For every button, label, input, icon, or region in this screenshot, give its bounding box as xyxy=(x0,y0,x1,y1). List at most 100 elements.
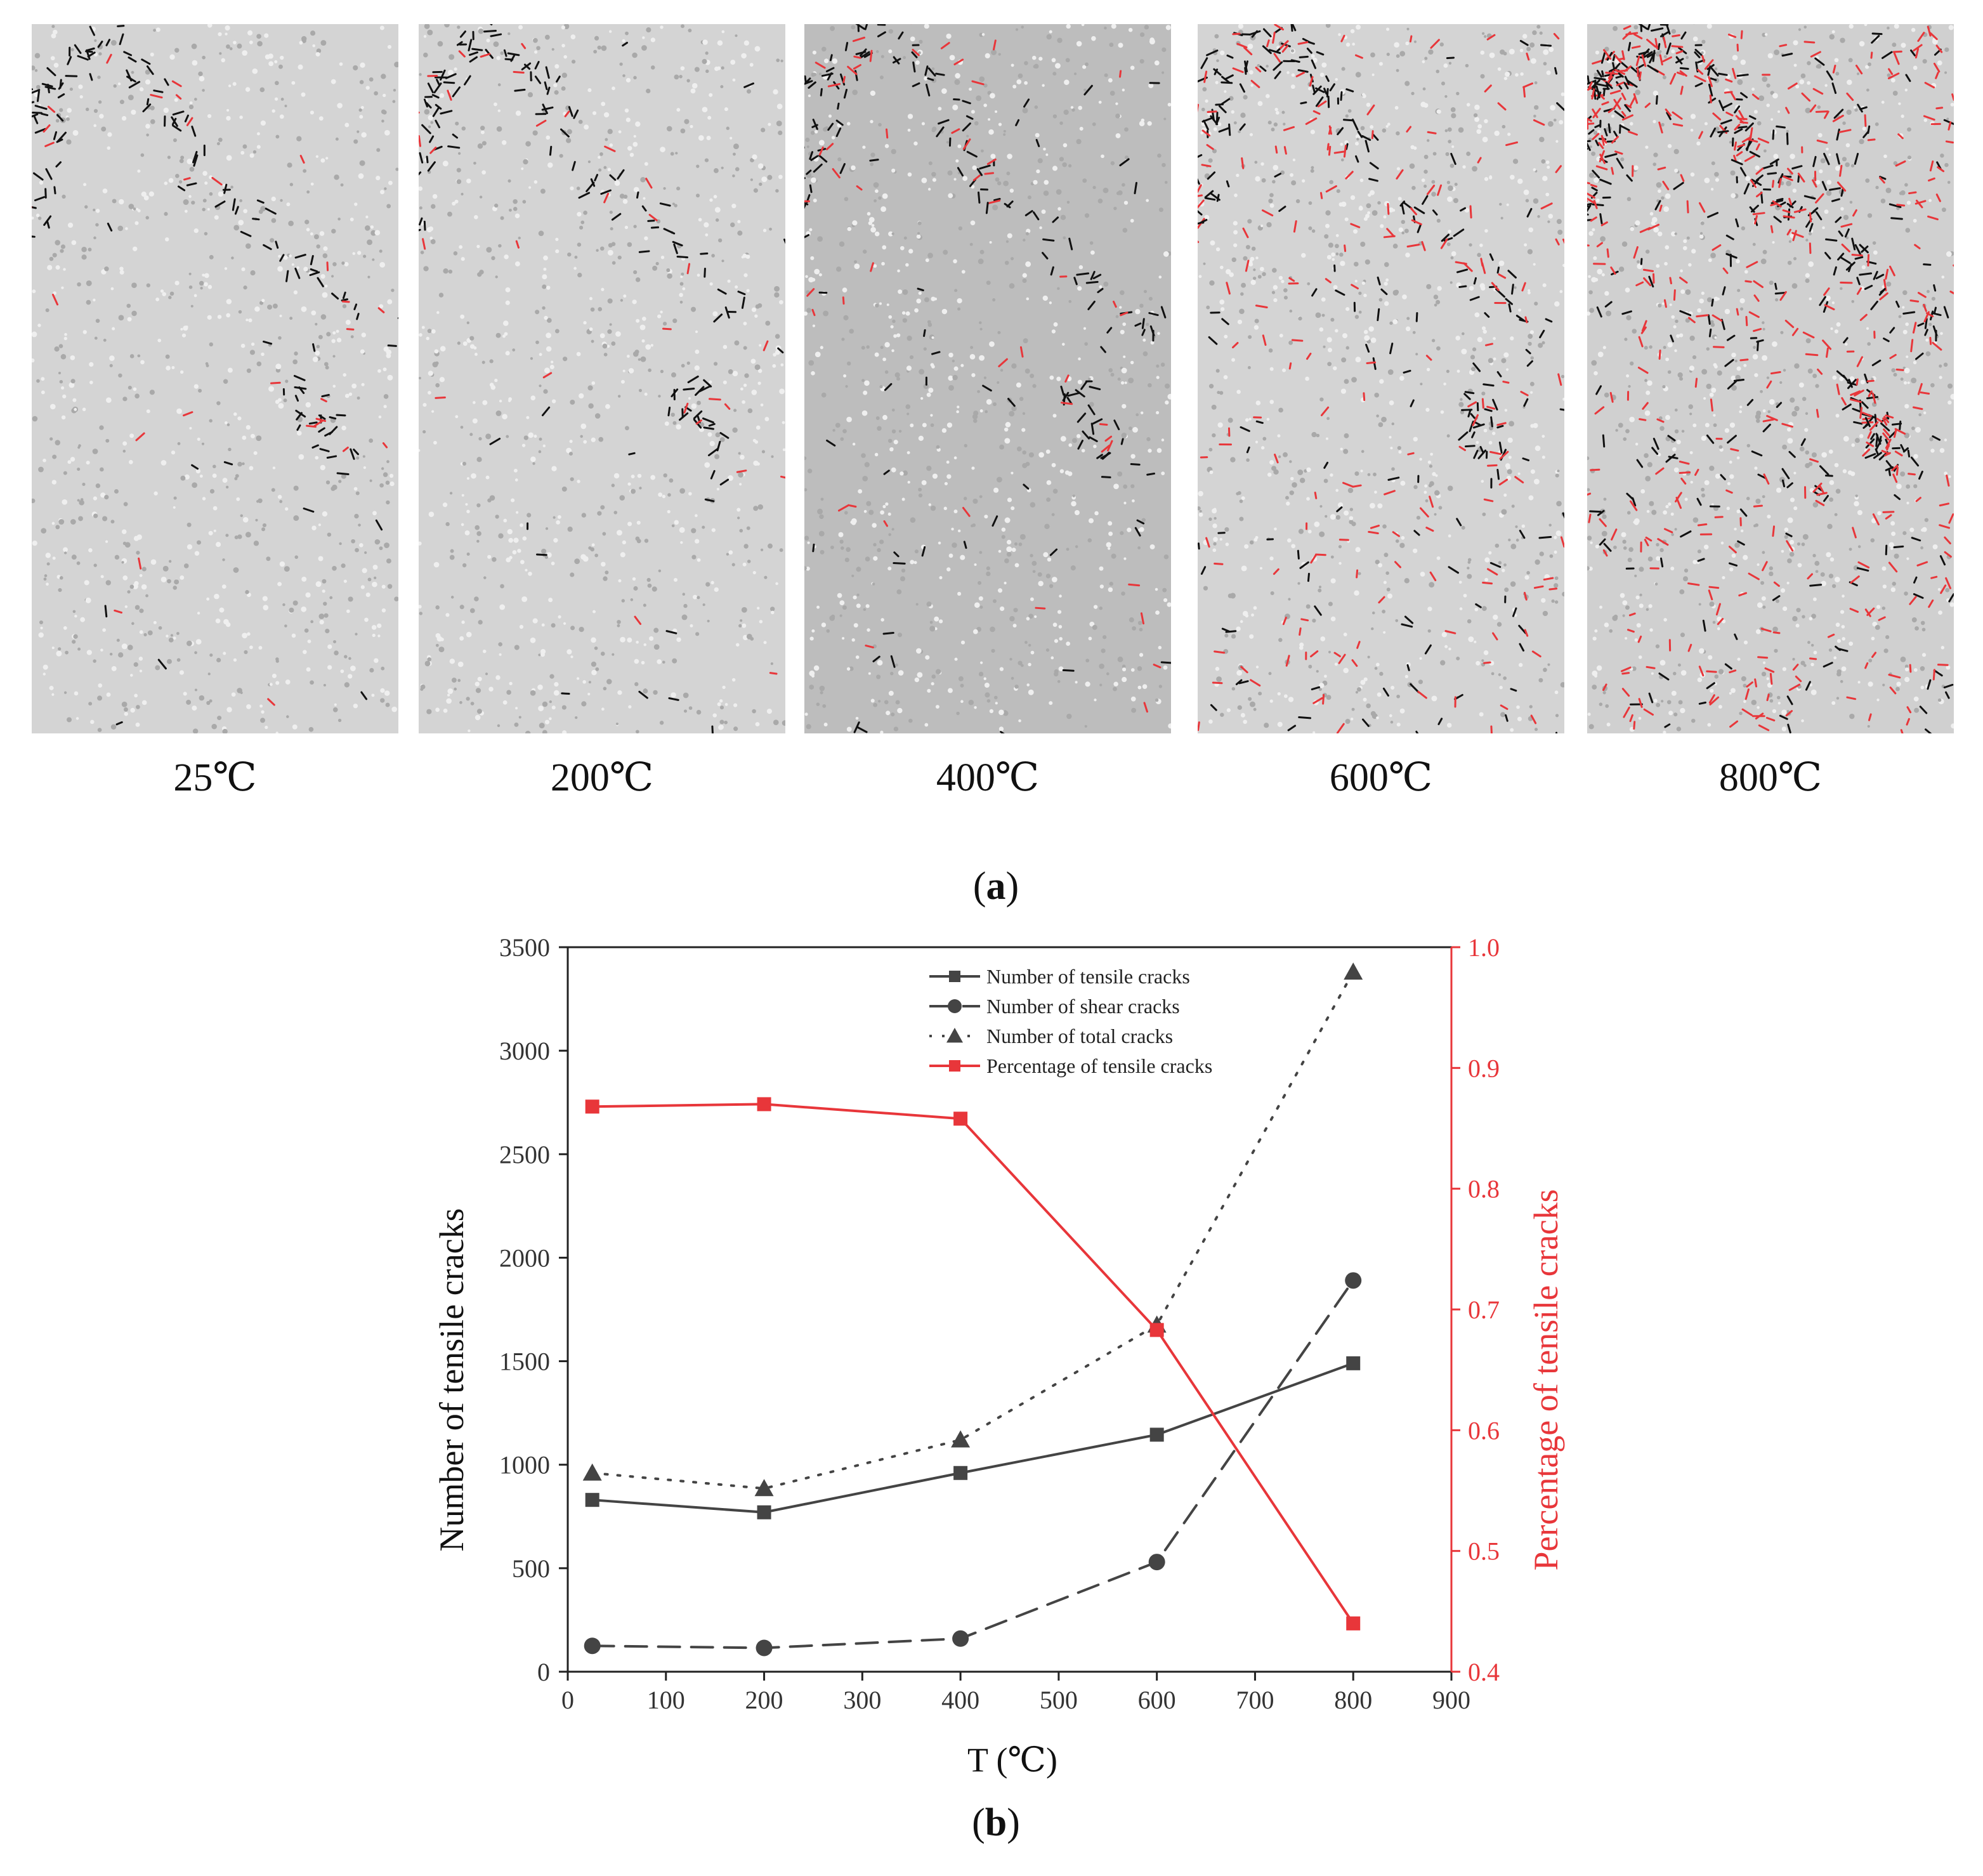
crack-mark xyxy=(34,105,48,110)
particle xyxy=(1163,251,1169,257)
particle xyxy=(1231,110,1235,114)
crack-mark xyxy=(542,372,553,379)
particle xyxy=(686,79,690,82)
particle xyxy=(363,254,367,258)
particle xyxy=(447,693,450,697)
particle xyxy=(850,520,854,524)
particle xyxy=(298,454,304,460)
crack-mark xyxy=(1473,450,1479,459)
particle xyxy=(1259,266,1264,272)
particle xyxy=(146,283,151,287)
particle xyxy=(880,206,887,213)
particle xyxy=(1121,432,1127,438)
particle xyxy=(284,104,287,108)
particle xyxy=(134,605,140,610)
particle xyxy=(496,126,502,132)
particle xyxy=(1224,334,1228,339)
particle xyxy=(1555,714,1559,718)
crack-mark xyxy=(988,199,1001,204)
particle xyxy=(127,590,131,594)
particle xyxy=(118,652,124,658)
particle xyxy=(1318,683,1325,688)
particle xyxy=(1115,133,1121,138)
particle xyxy=(335,137,339,141)
particle xyxy=(1683,239,1687,244)
particle xyxy=(1156,376,1160,379)
particle xyxy=(76,561,81,565)
particle xyxy=(194,688,197,692)
particle xyxy=(315,350,320,356)
particle xyxy=(286,715,289,718)
particle xyxy=(1508,538,1511,542)
particle xyxy=(150,559,157,565)
particle xyxy=(1233,221,1238,226)
particle xyxy=(272,109,275,113)
particle xyxy=(602,343,608,349)
particle xyxy=(733,726,738,731)
particle xyxy=(474,525,480,530)
crack-mark xyxy=(1514,476,1524,483)
particle xyxy=(932,473,938,479)
particle xyxy=(1155,587,1158,591)
particle xyxy=(486,38,490,43)
particle xyxy=(551,48,554,51)
particle xyxy=(895,700,900,705)
crack-mark xyxy=(74,44,82,54)
particle xyxy=(1530,469,1535,474)
particle xyxy=(86,461,90,465)
particle xyxy=(1865,178,1870,183)
crack-mark xyxy=(560,128,570,138)
particle xyxy=(1249,634,1254,639)
particle xyxy=(928,388,934,393)
crack-mark xyxy=(490,33,502,37)
particle xyxy=(1046,480,1052,485)
crack-mark xyxy=(356,313,360,320)
particle xyxy=(355,548,359,553)
particle xyxy=(611,341,616,346)
particle xyxy=(627,146,632,151)
crack-mark xyxy=(1076,272,1090,276)
particle xyxy=(875,416,880,420)
particle xyxy=(71,240,77,246)
particle xyxy=(422,430,426,434)
particle xyxy=(1236,492,1240,495)
particle xyxy=(145,69,150,75)
particle xyxy=(1018,73,1023,79)
particle xyxy=(597,45,601,50)
particle xyxy=(1208,384,1214,389)
particle xyxy=(209,254,214,259)
crack-mark xyxy=(818,154,828,163)
particle xyxy=(900,576,906,582)
particle xyxy=(1239,499,1243,503)
particle xyxy=(1587,488,1590,492)
particle xyxy=(344,655,348,659)
crack-mark xyxy=(312,343,316,352)
crack-mark xyxy=(1518,624,1527,634)
particle xyxy=(1292,158,1296,162)
particle xyxy=(1374,490,1377,494)
particle xyxy=(1291,544,1296,549)
particle xyxy=(387,44,392,49)
particle xyxy=(200,287,203,290)
particle xyxy=(423,266,429,272)
particle xyxy=(1480,50,1485,55)
particle xyxy=(752,709,756,714)
particle xyxy=(1103,187,1109,194)
particle xyxy=(244,650,248,655)
particle xyxy=(808,94,811,98)
particle xyxy=(497,109,501,112)
particle xyxy=(84,580,89,586)
particle xyxy=(1038,452,1044,458)
particle xyxy=(804,535,809,541)
particle xyxy=(1205,99,1208,103)
particle xyxy=(504,332,508,336)
particle xyxy=(617,690,622,695)
particle xyxy=(1776,695,1781,700)
particle xyxy=(1898,102,1901,105)
particle xyxy=(671,372,676,377)
particle xyxy=(362,455,365,458)
particle xyxy=(1075,681,1078,684)
particle xyxy=(171,450,176,455)
particle xyxy=(1109,581,1113,586)
crack-mark xyxy=(138,557,142,570)
